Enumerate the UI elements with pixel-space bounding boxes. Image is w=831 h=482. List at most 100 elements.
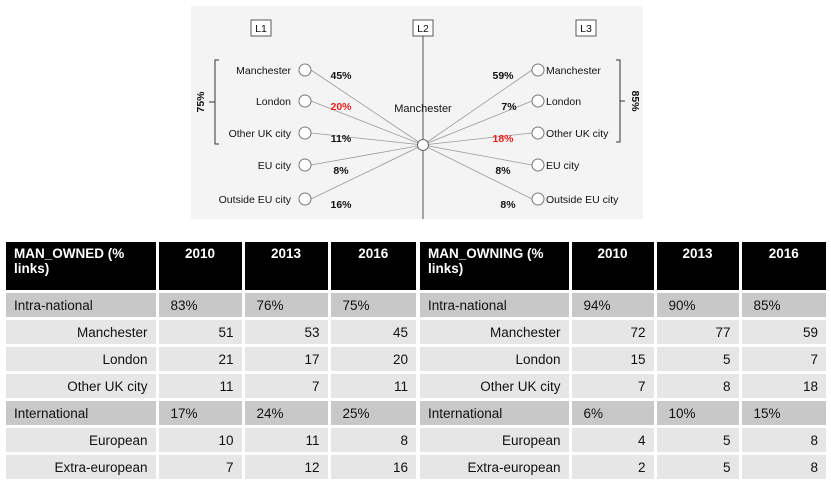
man-owning-cell: 10% [653,399,740,428]
man-owning-cell: 5 [653,345,740,374]
man-owning-row: Manchester 72 77 59 [420,318,826,347]
man-owned-row-label: European [6,426,157,455]
man-owning-cell: 5 [653,453,740,482]
right-bracket [616,59,621,143]
left-bracket-label: 75% [195,91,207,113]
man-owned-cell: 25% [327,399,416,428]
right-node-pct: 7% [501,101,517,113]
right-node-label: Outside EU city [546,194,619,206]
man-owning-cell: 85% [738,291,826,320]
right-link-line-3 [422,132,533,146]
man-owned-row-label: Other UK city [6,372,157,401]
man-owned-row: Manchester 51 53 45 [6,318,416,347]
man-owned-row: Extra-european 7 12 16 [6,453,416,482]
man-owned-row-label: International [6,399,157,428]
left-node-pct: 11% [331,133,352,145]
right-node-circle [531,126,545,140]
man-owned-cell: 83% [155,291,243,320]
man-owning-row: Other UK city 7 8 18 [420,372,826,401]
man-owning-cell: 7 [568,372,655,401]
left-node-circle [298,192,312,206]
man-owned-cell: 7 [155,453,243,482]
man-owning-row-label: London [420,345,570,374]
man-owning-row-label: Other UK city [420,372,570,401]
man-owned-cell: 11 [241,426,329,455]
man-owning-cell: 72 [568,318,655,347]
man-owning-cell: 90% [653,291,740,320]
man-owned-cell: 16 [327,453,416,482]
man-owning-cell: 4 [568,426,655,455]
level-label-1: L1 [255,23,267,35]
level-label-box-1 [250,19,272,37]
right-node-pct: 59% [492,70,514,82]
man-owning-row: London 15 5 7 [420,345,826,374]
right-link-line-5 [422,144,533,200]
right-node-circle [531,192,545,206]
man-owning-table: MAN_OWNING (% links) 2010 2013 2016 Intra-na… [420,242,826,482]
left-node-pct: 8% [333,165,349,177]
man-owned-cell: 24% [241,399,329,428]
left-node-label: EU city [258,160,292,172]
man-owning-header-year: 2010 [568,242,655,293]
right-node-pct: 8% [500,199,516,211]
right-link-line-4 [422,144,533,166]
man-owned-cell: 17% [155,399,243,428]
man-owned-row: International 17% 24% 25% [6,399,416,428]
right-node-label: London [546,96,581,108]
man-owning-row-label: Manchester [420,318,570,347]
center-node [417,139,429,151]
man-owning-cell: 77 [653,318,740,347]
man-owned-header-year: 2010 [155,242,243,293]
man-owned-cell: 10 [155,426,243,455]
man-owning-cell: 7 [738,345,826,374]
man-owning-row: International 6% 10% 15% [420,399,826,428]
left-node-pct: 45% [330,70,352,82]
right-link-line-2 [422,100,533,146]
man-owning-row-label: Intra-national [420,291,570,320]
right-node-circle [531,94,545,108]
man-owned-row-label: Extra-european [6,453,157,482]
man-owned-cell: 53 [241,318,329,347]
man-owned-header-title: MAN_OWNED (% links) [6,242,157,293]
man-owned-row: Other UK city 11 7 11 [6,372,416,401]
man-owned-row-label: Manchester [6,318,157,347]
man-owning-cell: 5 [653,426,740,455]
man-owning-cell: 15% [738,399,826,428]
right-node-pct: 8% [495,165,511,177]
man-owning-cell: 8 [653,372,740,401]
left-link-line-5 [310,144,424,200]
man-owning-row: Extra-european 2 5 8 [420,453,826,482]
level-label-3: L3 [580,23,592,35]
level-label-2: L2 [417,23,429,35]
man-owning-row-label: European [420,426,570,455]
man-owning-cell: 18 [738,372,826,401]
left-link-line-3 [310,132,424,146]
man-owning-header-title: MAN_OWNING (% links) [420,242,570,293]
man-owning-row: Intra-national 94% 90% 85% [420,291,826,320]
left-node-circle [298,158,312,172]
man-owned-header-year: 2016 [327,242,416,293]
man-owned-cell: 20 [327,345,416,374]
left-node-circle [298,126,312,140]
left-node-pct: 16% [330,199,352,211]
level-label-box-3 [575,19,597,37]
man-owning-header-year: 2013 [653,242,740,293]
man-owned-row: London 21 17 20 [6,345,416,374]
left-node-label: Other UK city [229,128,292,140]
man-owned-cell: 11 [327,372,416,401]
man-owned-cell: 75% [327,291,416,320]
man-owned-cell: 51 [155,318,243,347]
right-node-circle [531,63,545,77]
center-label: Manchester [394,103,452,115]
man-owning-row-label: International [420,399,570,428]
level-label-box-2 [412,19,434,37]
man-owning-cell: 94% [568,291,655,320]
man-owned-row-label: Intra-national [6,291,157,320]
man-owned-header-year: 2013 [241,242,329,293]
man-owning-cell: 8 [738,453,826,482]
man-owned-cell: 8 [327,426,416,455]
left-node-circle [298,63,312,77]
right-bracket-label: 85% [629,90,641,112]
left-link-line-2 [310,100,424,146]
left-node-circle [298,94,312,108]
